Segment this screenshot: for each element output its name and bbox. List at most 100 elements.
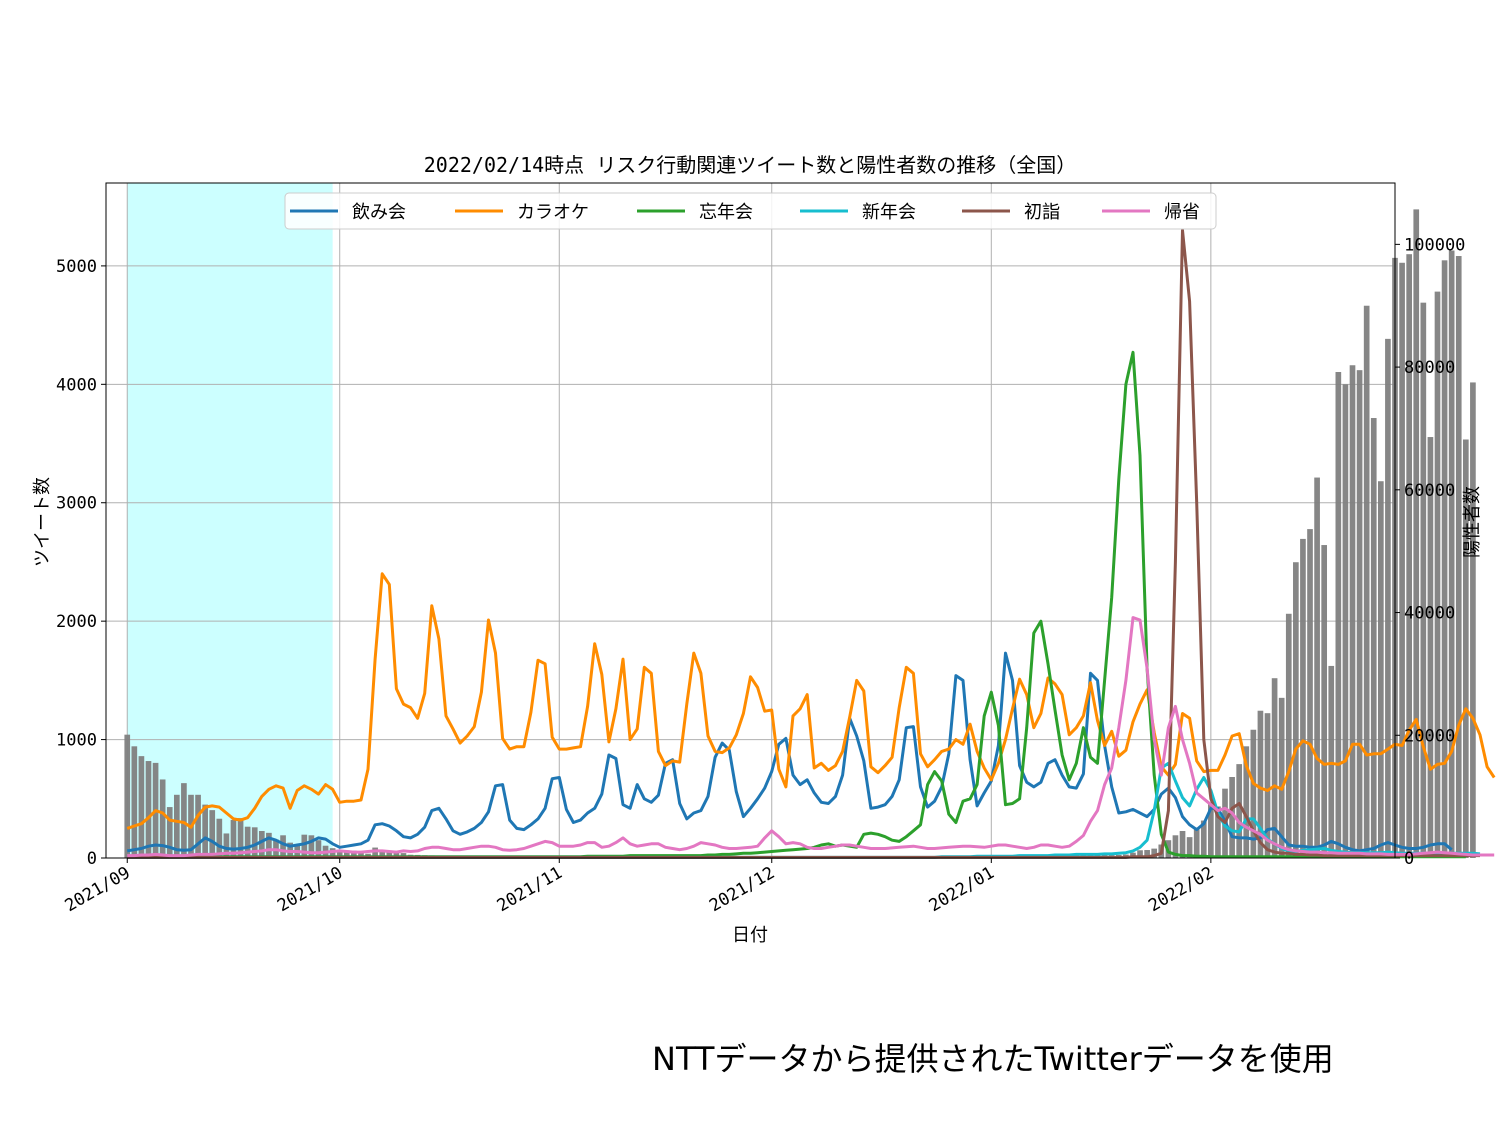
x-tick-label: 2021/10 [274, 863, 346, 916]
positive-cases-bar [1215, 806, 1221, 858]
positive-cases-bar [1385, 338, 1391, 858]
positive-cases-bar [1321, 545, 1328, 858]
y-tick-label: 4000 [56, 375, 97, 395]
positive-cases-bar [209, 810, 216, 858]
positive-cases-bar [1441, 260, 1448, 858]
y-tick-label: 1000 [56, 731, 97, 751]
positive-cases-bar [372, 847, 378, 858]
positive-cases-bar [1250, 729, 1257, 858]
positive-cases-bar [223, 833, 230, 858]
positive-cases-bar [230, 819, 237, 858]
positive-cases-bar [1293, 562, 1299, 858]
y2-axis-label: 陽性者数 [1462, 486, 1483, 558]
positive-cases-bar [166, 807, 173, 858]
highlight-region [127, 183, 333, 858]
positive-cases-bar [216, 818, 223, 858]
positive-cases-bar [1144, 850, 1150, 858]
positive-cases-bar [244, 826, 251, 858]
positive-cases-bar [173, 794, 180, 858]
positive-cases-bar [1370, 418, 1377, 858]
legend-label: 帰省 [1164, 202, 1200, 223]
y2-tick-label: 0 [1404, 849, 1414, 869]
positive-cases-bar [386, 850, 393, 858]
positive-cases-bar [1278, 697, 1285, 858]
positive-cases-bar [329, 848, 336, 858]
y-axis-left: 0 1000 2000 3000 4000 5000 [56, 257, 106, 869]
positive-cases-bar [308, 835, 315, 858]
positive-cases-bar [266, 832, 272, 858]
positive-cases-bar [1271, 678, 1278, 858]
positive-cases-bar [138, 756, 145, 858]
positive-cases-bar [1172, 835, 1179, 858]
positive-cases-bar [1257, 710, 1264, 858]
series-line [126, 572, 1496, 830]
positive-cases-bar [251, 827, 258, 858]
legend-label: カラオケ [517, 202, 589, 223]
positive-cases-bar [358, 851, 364, 858]
positive-cases-bar [1193, 829, 1200, 858]
positive-cases-bar [1356, 370, 1363, 858]
legend-box [284, 192, 1217, 230]
y2-tick-label: 100000 [1404, 235, 1465, 255]
positive-cases-bar [1264, 713, 1271, 858]
positive-cases-bar [315, 840, 322, 858]
y-tick-label: 5000 [56, 257, 97, 277]
chart-title: 2022/02/14時点 リスク行動関連ツイート数と陽性者数の推移（全国） [424, 153, 1076, 177]
positive-cases-bar [1462, 439, 1469, 858]
positive-cases-bar [1300, 538, 1306, 858]
positive-cases-bar [1342, 384, 1349, 858]
legend-label: 初詣 [1024, 202, 1060, 223]
positive-cases-bar [343, 850, 350, 858]
positive-cases-bar [336, 850, 343, 858]
data-source-note: NTTデータから提供されたTwitterデータを使用 [652, 1040, 1334, 1078]
positive-cases-bar [1186, 837, 1193, 858]
y2-tick-label: 40000 [1404, 604, 1455, 624]
positive-cases-bar [1307, 529, 1313, 858]
plot-frame [105, 182, 1396, 859]
positive-cases-bar [1399, 262, 1405, 859]
positive-cases-bar [195, 794, 201, 858]
x-tick-label: 2021/11 [494, 863, 566, 916]
positive-cases-bar [1349, 365, 1356, 858]
positive-cases-bar [131, 746, 138, 858]
y-axis-right: 0 20000 40000 60000 80000 100000 [1395, 235, 1465, 869]
positive-cases-bar [280, 835, 286, 858]
positive-cases-bar [379, 850, 386, 858]
legend-label: 忘年会 [699, 202, 753, 223]
legend-label: 新年会 [862, 202, 916, 223]
positive-cases-bar [159, 779, 166, 858]
y-axis-label: ツイート数 [32, 477, 53, 567]
positive-cases-bar [1137, 850, 1143, 858]
x-axis: 2021/09 2021/10 2021/11 2021/12 2022/01 2022/… [62, 858, 1217, 916]
positive-cases-bar [301, 834, 308, 858]
positive-cases-bar [1363, 305, 1370, 858]
positive-cases-bar [1455, 256, 1462, 859]
positive-cases-bar [1434, 291, 1441, 858]
positive-cases-bar [351, 850, 357, 858]
positive-cases-bar [1427, 437, 1434, 858]
positive-cases-bar [1420, 302, 1427, 859]
legend-label: 飲み会 [352, 202, 406, 223]
x-axis-label: 日付 [732, 925, 768, 946]
series-line [127, 616, 1495, 858]
positive-cases-bar [1448, 250, 1455, 858]
positive-cases-bar [1243, 746, 1250, 858]
positive-cases-bar [124, 734, 131, 858]
x-tick-label: 2021/09 [62, 863, 134, 916]
y-tick-label: 3000 [56, 494, 97, 514]
y2-tick-label: 60000 [1404, 481, 1455, 501]
positive-cases-bar [1314, 477, 1320, 858]
positive-cases-bar [1470, 382, 1476, 858]
positive-cases-bar [1151, 848, 1158, 858]
positive-cases-bar [145, 761, 152, 858]
positive-cases-bar [202, 804, 208, 858]
positive-cases-bar [1179, 831, 1186, 858]
positive-cases-bar [1208, 803, 1214, 858]
positive-cases-bar [258, 831, 265, 858]
positive-cases-bar [181, 783, 187, 858]
positive-cases-bar [1200, 820, 1207, 858]
positive-cases-bar [1229, 777, 1235, 858]
positive-cases-bar [1236, 764, 1243, 858]
positive-cases-bar [393, 852, 400, 858]
